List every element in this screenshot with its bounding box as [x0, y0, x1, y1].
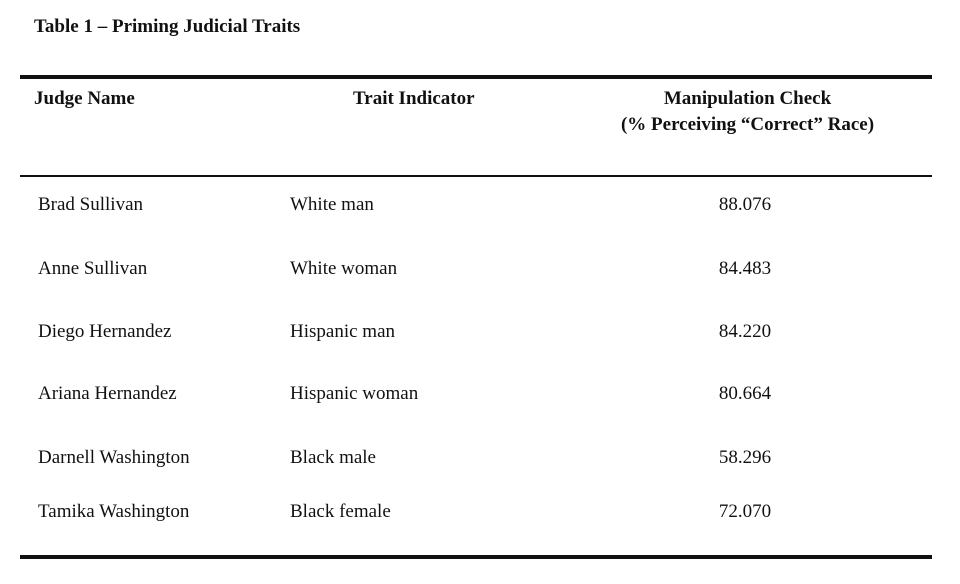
table-row: Anne Sullivan White woman 84.483	[0, 254, 960, 284]
table-top-rule	[20, 75, 932, 79]
header-trait-indicator: Trait Indicator	[353, 88, 475, 109]
cell-judge-name: Brad Sullivan	[38, 194, 144, 215]
cell-trait: White woman	[290, 258, 398, 279]
header-judge-name: Judge Name	[34, 88, 135, 109]
table-row: Tamika Washington Black female 72.070	[0, 497, 960, 527]
header-manipulation-check-line1: Manipulation Check	[663, 88, 832, 109]
table-row: Diego Hernandez Hispanic man 84.220	[0, 317, 960, 347]
cell-judge-name: Ariana Hernandez	[38, 383, 177, 404]
cell-trait: White man	[290, 194, 374, 215]
table-bottom-rule	[20, 555, 932, 559]
table-row: Darnell Washington Black male 58.296	[0, 443, 960, 473]
cell-percent: 84.483	[718, 258, 772, 279]
cell-trait: Black male	[290, 447, 376, 468]
cell-judge-name: Anne Sullivan	[38, 258, 148, 279]
header-manipulation-check: Manipulation Check (% Perceiving “Correc…	[560, 86, 935, 138]
table-row: Brad Sullivan White man 88.076	[0, 190, 960, 220]
header-manipulation-check-line2: (% Perceiving “Correct” Race)	[620, 114, 875, 135]
cell-trait: Hispanic man	[290, 321, 396, 342]
cell-trait: Hispanic woman	[290, 383, 419, 404]
cell-trait: Black female	[290, 501, 391, 522]
cell-percent: 58.296	[718, 447, 772, 468]
cell-judge-name: Tamika Washington	[38, 501, 190, 522]
cell-percent: 88.076	[718, 194, 772, 215]
header-separator-rule	[20, 175, 932, 177]
table-title: Table 1 – Priming Judicial Traits	[34, 16, 301, 37]
cell-percent: 84.220	[718, 321, 772, 342]
cell-percent: 80.664	[718, 383, 772, 404]
table-row: Ariana Hernandez Hispanic woman 80.664	[0, 379, 960, 409]
cell-percent: 72.070	[718, 501, 772, 522]
cell-judge-name: Darnell Washington	[38, 447, 190, 468]
cell-judge-name: Diego Hernandez	[38, 321, 172, 342]
